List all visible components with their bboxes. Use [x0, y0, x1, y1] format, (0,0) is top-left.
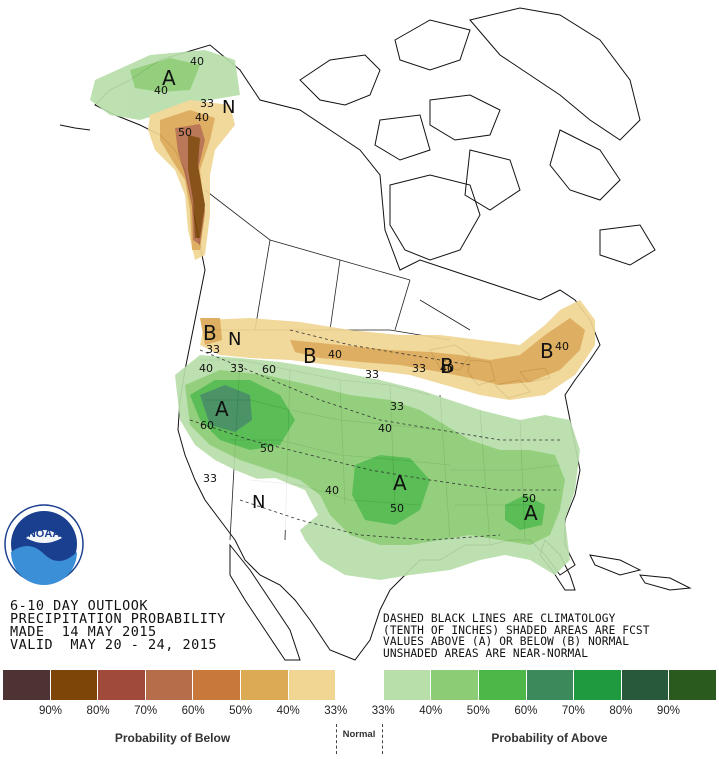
- contour-value: 40: [325, 484, 339, 497]
- legend-tick-label: 70%: [134, 705, 158, 717]
- contour-value: 40: [328, 348, 342, 361]
- legend-swatch: [383, 670, 432, 700]
- legend-swatch: [50, 670, 99, 700]
- note-line: VALUES ABOVE (A) OR BELOW (B) NORMAL: [383, 635, 630, 648]
- region-letters: A N B N B B B A A N A: [162, 66, 554, 525]
- contour-value: 33: [365, 368, 379, 381]
- contour-value: 40: [199, 362, 213, 375]
- us-above-60-west: [200, 385, 252, 432]
- region-letter: N: [222, 97, 235, 118]
- map-notes: DASHED BLACK LINES ARE CLIMATOLOGY (TENT…: [383, 613, 719, 659]
- outlook-title: 6-10 DAY OUTLOOK: [10, 598, 149, 614]
- note-line: UNSHADED AREAS ARE NEAR-NORMAL: [383, 646, 589, 660]
- legend-tick-label: 50%: [229, 705, 253, 717]
- contour-value: 60: [262, 363, 276, 376]
- probability-below-label: Probability of Below: [114, 731, 231, 745]
- contour-value: 40: [378, 422, 392, 435]
- legend-swatch: [336, 670, 384, 700]
- note-line: (TENTH OF INCHES) SHADED AREAS ARE FCST: [383, 623, 650, 637]
- legend-tick-label: 90%: [39, 705, 63, 717]
- legend-swatch: [526, 670, 575, 700]
- climatology-contours: [189, 329, 560, 541]
- legend-tick-label: 40%: [419, 705, 443, 717]
- legend-swatch: [621, 670, 670, 700]
- contour-value: 40: [440, 362, 454, 375]
- legend-swatch: [145, 670, 194, 700]
- probability-above-label: Probability of Above: [491, 731, 608, 745]
- contour-value: 33: [390, 400, 404, 413]
- contour-value: 50: [390, 502, 404, 515]
- legend-tick-label: 60%: [514, 705, 538, 717]
- region-letter: B: [203, 321, 217, 345]
- region-letter: N: [228, 329, 241, 350]
- legend-swatch: [574, 670, 622, 700]
- contour-value: 40: [195, 111, 209, 124]
- noaa-logo-icon: NOAA: [4, 504, 84, 585]
- contour-value: 40: [190, 55, 204, 68]
- contour-value: 33: [412, 362, 426, 375]
- alaska-above-40: [130, 58, 200, 92]
- note-line: DASHED BLACK LINES ARE CLIMATOLOGY: [383, 612, 616, 625]
- contour-value: 50: [260, 442, 274, 455]
- legend-tick-label: 33%: [371, 705, 395, 717]
- contour-value: 40: [154, 84, 168, 97]
- north-below-40: [290, 318, 585, 385]
- legend-tick-label: 90%: [656, 705, 680, 717]
- legend-swatch: [3, 670, 51, 700]
- contour-value-labels: 40 40 33 40 50 33 40 33 33 40 33 40 60 5…: [154, 55, 569, 515]
- contour-value: 40: [555, 340, 569, 353]
- legend-tick-label: 33%: [324, 705, 348, 717]
- region-letter: A: [524, 501, 538, 525]
- contour-value: 60: [200, 419, 214, 432]
- legend-tick-label: 50%: [466, 705, 490, 717]
- legend-swatch: [240, 670, 289, 700]
- normal-label: Normal: [342, 729, 376, 740]
- region-letter: A: [215, 397, 229, 421]
- outlook-title-block: 6-10 DAY OUTLOOK PRECIPITATION PROBABILI…: [10, 598, 310, 653]
- legend-tick-label: 60%: [181, 705, 205, 717]
- us-above-50-central: [352, 455, 430, 525]
- legend-swatch: [431, 670, 479, 700]
- region-letter: A: [393, 471, 407, 495]
- contour-value: 33: [206, 343, 220, 356]
- normal-divider: [336, 724, 337, 754]
- legend-tick-label: 40%: [276, 705, 300, 717]
- region-letter: B: [303, 344, 317, 368]
- precipitation-outlook-map: A N B N B B B A A N A 40 40 33 40 50 33 …: [4, 7, 692, 661]
- noaa-logo-text: NOAA: [28, 528, 60, 540]
- legend-swatch: [288, 670, 337, 700]
- legend-swatch: [193, 670, 241, 700]
- valid-dates: VALID MAY 20 - 24, 2015: [10, 637, 218, 653]
- outlook-subtitle: PRECIPITATION PROBABILITY: [10, 611, 226, 627]
- legend-swatch: [669, 670, 716, 700]
- contour-value: 33: [230, 362, 244, 375]
- ak-below-60: [188, 135, 205, 238]
- contour-value: 50: [178, 126, 192, 139]
- us-above-50-southeast: [505, 495, 545, 530]
- region-letter: A: [162, 66, 176, 90]
- contour-value: 33: [203, 472, 217, 485]
- contour-value: 33: [200, 97, 214, 110]
- region-letter: B: [540, 339, 554, 363]
- legend-tick-labels: 90% 80% 70% 60% 50% 40% 33% 33% 40% 50% 60% 70% 80% 9…: [3, 705, 716, 721]
- legend-tick-label: 70%: [561, 705, 585, 717]
- legend-swatch: [478, 670, 527, 700]
- legend-tick-label: 80%: [609, 705, 633, 717]
- forecast-shading: [90, 50, 595, 580]
- region-letter: N: [252, 492, 265, 513]
- legend-tick-label: 80%: [86, 705, 110, 717]
- made-date: MADE 14 MAY 2015: [10, 624, 157, 640]
- sw-normal: [235, 478, 318, 530]
- region-letter: B: [440, 354, 454, 378]
- west-coast-below: [200, 318, 222, 345]
- normal-divider: [382, 724, 383, 754]
- legend-swatch: [98, 670, 146, 700]
- contour-value: 50: [522, 492, 536, 505]
- legend-color-bar: [3, 670, 716, 700]
